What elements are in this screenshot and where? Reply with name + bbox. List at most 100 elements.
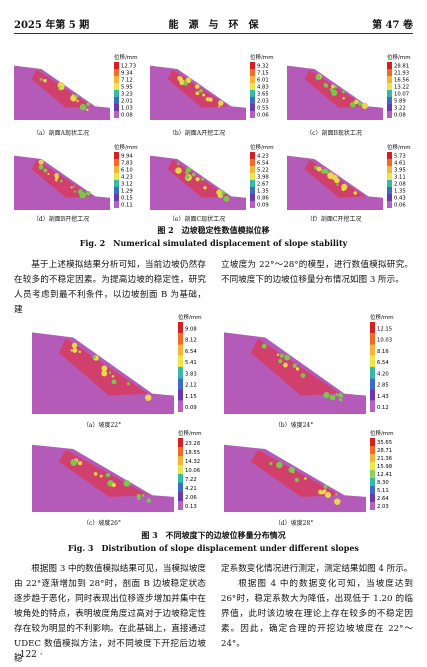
fig3-caption-cn: 图 3 不同坡度下的边坡位移量分布情况: [141, 530, 286, 540]
header-rule: [14, 33, 413, 34]
legend-swatch: [114, 76, 119, 83]
legend-swatch: [387, 104, 392, 111]
legend-value: 2.08: [394, 181, 406, 187]
zone-spot: [218, 100, 224, 106]
panel: 位移/mm 9.08 8.12 6.54 5.41 3.83 2.12 1.15 0.09: [32, 313, 202, 414]
paragraph: 立坡度为 22°～28°的模型，进行数值模拟研究。不同坡度下的边坡位移量分布情况…: [221, 260, 413, 285]
zone-spot: [43, 168, 48, 173]
legend-swatch: [250, 104, 255, 111]
zone-spot: [335, 393, 339, 396]
zone-spot: [341, 183, 348, 191]
zone-spot: [71, 342, 78, 349]
legend-value: 3.11: [394, 174, 406, 180]
legend-value: 1.35: [394, 188, 406, 194]
legend-swatch: [114, 194, 119, 201]
legend-swatch: [178, 501, 183, 510]
legend-swatch: [114, 180, 119, 187]
legend-swatch: [370, 470, 375, 478]
legend-value: 6.10: [121, 167, 133, 173]
zone-spot: [93, 472, 98, 476]
legend-swatch: [250, 173, 255, 180]
zone-spot: [292, 363, 297, 369]
zone-spot: [73, 190, 77, 193]
legend-swatch: [178, 355, 183, 367]
zone-spot: [300, 373, 306, 378]
legend-value: 9.34: [121, 70, 133, 76]
legend-swatch: [370, 478, 375, 486]
legend-value: 4.21: [185, 486, 197, 492]
legend-swatch: [387, 159, 392, 166]
zone-spot: [72, 185, 75, 188]
zone-spot: [223, 195, 230, 202]
zone-spot: [269, 461, 273, 466]
legend-swatch: [250, 83, 255, 90]
legend-value: 7.12: [121, 77, 133, 83]
legend-value: 5.89: [394, 98, 406, 104]
legend-value: 5.95: [121, 84, 133, 90]
legend-swatch: [178, 492, 183, 501]
legend-title: 位移/mm: [250, 143, 274, 151]
legend-swatch: [250, 187, 255, 194]
zone-spot: [39, 77, 43, 81]
legend-value: 0.15: [121, 195, 133, 201]
zone-spot: [111, 379, 117, 385]
paragraph: 基于上述模拟结果分析可知，当前边坡仍然存在较多的不稳定因素。为提高边坡的稳定性，…: [14, 260, 206, 315]
zone-spot: [47, 172, 50, 175]
legend-swatch: [178, 474, 183, 483]
legend-value: 0.13: [185, 504, 197, 510]
zone-spot: [191, 172, 196, 177]
panel: 位移/mm 35.65 28.71 21.36 15.98 12.41 8.30 5.11 2.…: [224, 429, 394, 512]
legend-swatch: [387, 69, 392, 76]
zone-spot: [70, 458, 78, 466]
legend-value: 4.23: [121, 174, 133, 180]
legend-value: 6.54: [185, 349, 197, 355]
legend-swatch: [250, 62, 255, 69]
zone-spot: [60, 179, 63, 183]
legend-value: 0.12: [377, 405, 389, 411]
zone-spot: [108, 371, 112, 374]
panel-label: （b）剖面A开挖工况: [168, 130, 226, 137]
zone-spot: [202, 93, 206, 97]
legend-value: 5.22: [257, 167, 269, 173]
legend-swatch: [178, 465, 183, 474]
legend-value: 3.23: [121, 91, 133, 97]
legend-swatch: [250, 180, 255, 187]
legend-value: 5.11: [377, 488, 389, 494]
legend-swatch: [387, 194, 392, 201]
zone-spot: [331, 89, 338, 96]
legend-title: 位移/mm: [387, 53, 411, 61]
zone-spot: [136, 494, 141, 499]
legend-value: 35.65: [377, 440, 392, 446]
legend-swatch: [387, 97, 392, 104]
legend-value: 0.43: [394, 195, 406, 201]
legend-value: 3.12: [121, 181, 133, 187]
legend-title: 位移/mm: [114, 143, 138, 151]
legend-swatch: [114, 97, 119, 104]
zone-spot: [216, 189, 222, 196]
header-right: 第 47 卷: [372, 20, 413, 31]
legend-swatch: [387, 173, 392, 180]
legend-swatch: [178, 389, 183, 401]
legend-swatch: [114, 90, 119, 97]
legend-value: 3.65: [257, 91, 269, 97]
legend-title: 位移/mm: [178, 429, 202, 437]
legend-value: 4.83: [257, 84, 269, 90]
zone-spot: [336, 183, 339, 186]
legend-swatch: [250, 152, 255, 159]
legend-swatch: [250, 69, 255, 76]
zone-spot: [316, 166, 322, 172]
zone-spot: [276, 461, 283, 469]
legend-swatch: [178, 456, 183, 465]
zone-spot: [146, 498, 152, 503]
legend-swatch: [114, 111, 119, 118]
zone-spot: [72, 347, 78, 353]
legend-swatch: [114, 152, 119, 159]
legend-swatch: [370, 486, 375, 494]
zone-spot: [342, 97, 345, 100]
zone-spot: [338, 392, 344, 398]
legend-value: 9.32: [257, 63, 269, 69]
panel-label: （d）剖面B开挖工况: [32, 216, 90, 223]
header-left: 2025 年第 5 期: [14, 20, 90, 31]
legend-swatch: [370, 446, 375, 454]
legend-swatch: [178, 333, 183, 345]
